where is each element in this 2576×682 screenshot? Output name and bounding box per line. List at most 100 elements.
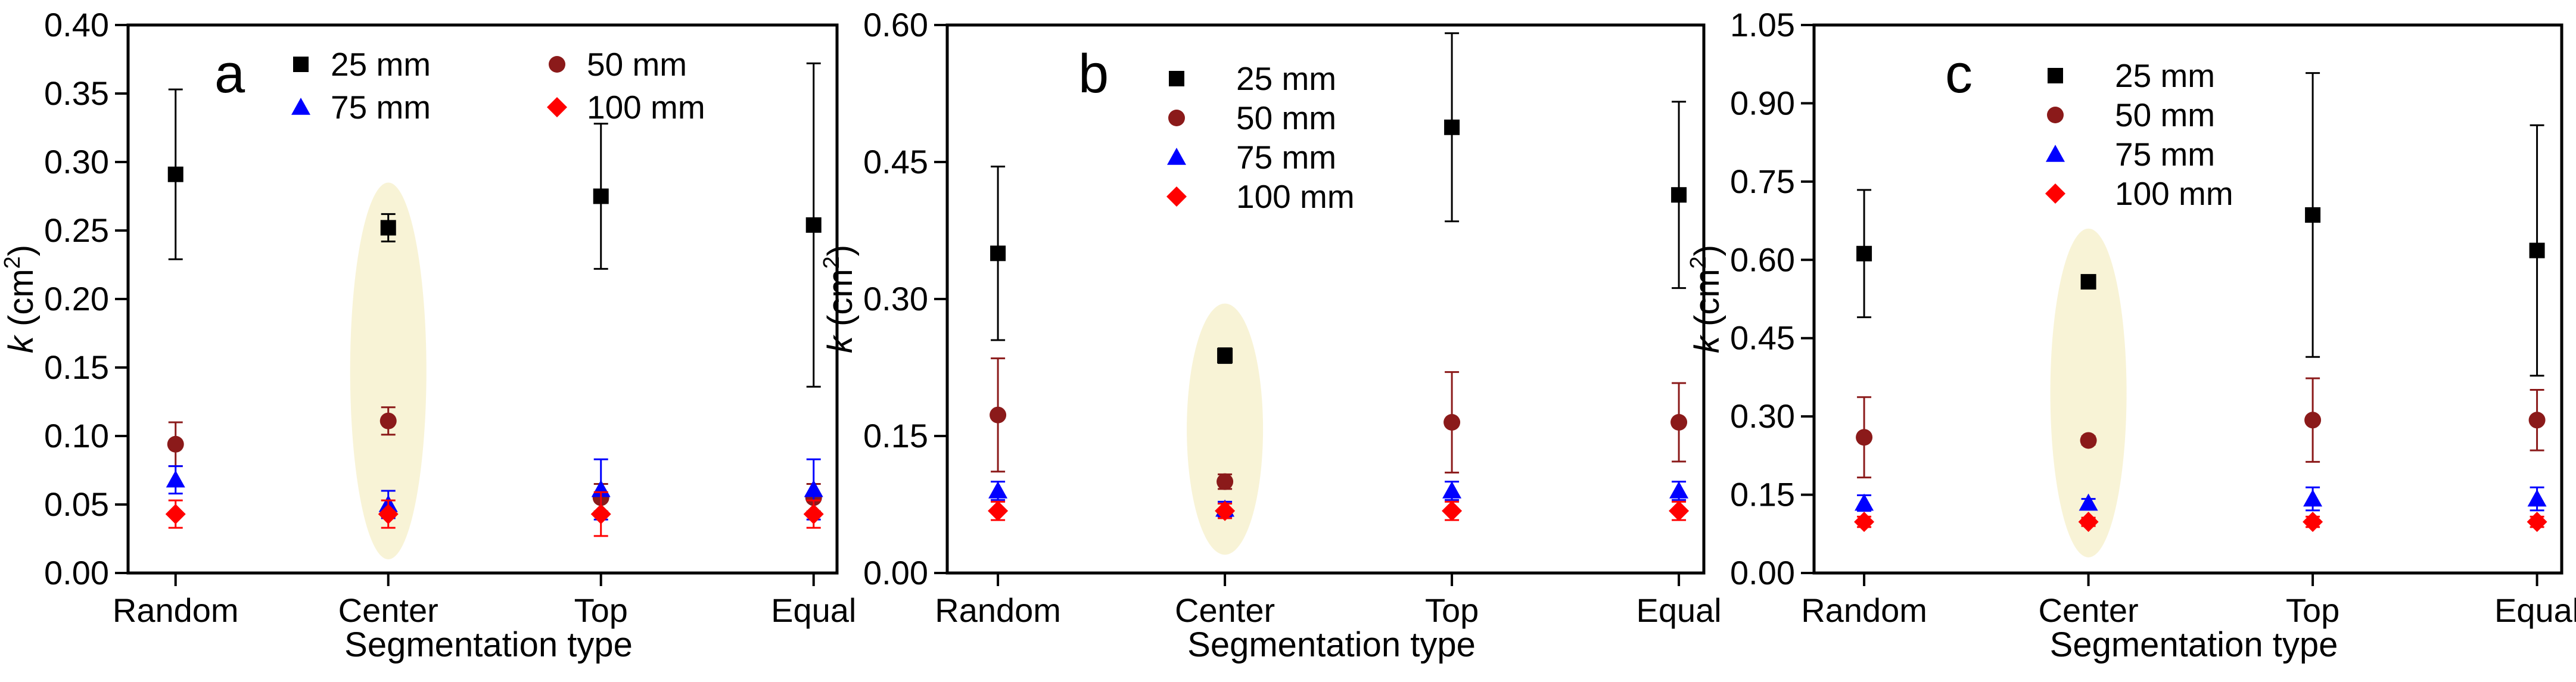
data-point	[379, 412, 397, 429]
series-50-mm	[167, 406, 822, 512]
plot-frame	[945, 23, 1706, 575]
y-tick-label: 0.15	[863, 417, 928, 454]
series-50-mm	[990, 357, 1688, 490]
y-axis-unit: (cm	[821, 269, 860, 336]
data-point	[1669, 500, 1690, 521]
data-point	[2078, 512, 2099, 532]
data-point	[1442, 481, 1462, 499]
data-point	[2304, 412, 2322, 429]
y-tick-label: 0.35	[44, 74, 109, 112]
x-tick-label-center: Center	[2039, 591, 2139, 629]
panel-label: c	[1945, 43, 1973, 104]
data-point	[167, 166, 183, 182]
legend-label: 75 mm	[2115, 136, 2215, 173]
y-axis-title: k (cm2)	[0, 245, 41, 353]
data-point	[1670, 414, 1688, 431]
x-axis-title: Segmentation type	[2050, 625, 2338, 664]
legend-marker	[291, 98, 310, 115]
x-tick-label-equal: Equal	[1636, 591, 1721, 629]
y-tick-label: 0.30	[863, 280, 928, 317]
series-75-mm	[166, 458, 823, 521]
series-50-mm	[1856, 377, 2546, 479]
series-75-mm	[988, 481, 1689, 518]
legend-label: 25 mm	[2115, 57, 2215, 94]
x-tick-label-top: Top	[574, 591, 628, 629]
data-point	[1217, 473, 1234, 490]
data-point	[804, 479, 823, 497]
data-point	[1669, 481, 1689, 499]
panel-label: b	[1078, 43, 1109, 104]
y-axis-unit-close: )	[2, 245, 41, 256]
data-point	[1217, 348, 1233, 364]
legend-label: 25 mm	[331, 46, 431, 83]
y-axis-unit-close: )	[1688, 245, 1726, 256]
y-axis-unit-sup: 2	[819, 256, 844, 269]
y-tick-label: 0.60	[1730, 241, 1795, 278]
panel-label: a	[214, 43, 245, 104]
data-point	[1855, 493, 1874, 511]
chart-panel-c: 0.00 0.15 0.30 0.45 0.60 0.75 0.90 1.05 Random Ce…	[1686, 6, 2576, 664]
y-tick-label: 0.60	[863, 6, 928, 43]
data-point	[1444, 119, 1460, 135]
legend-label: 100 mm	[1236, 178, 1355, 215]
data-point	[1442, 500, 1463, 521]
data-point	[990, 406, 1007, 423]
data-point	[2303, 512, 2323, 532]
y-tick-label: 0.00	[863, 554, 928, 591]
legend-marker	[547, 97, 567, 117]
data-point	[988, 500, 1009, 521]
data-point	[1856, 245, 1872, 261]
legend-label: 50 mm	[2115, 96, 2215, 133]
legend-marker	[2047, 107, 2064, 123]
y-axis-title: k (cm2)	[819, 245, 860, 353]
legend: 25 mm 50 mm 75 mm 100 mm	[291, 46, 705, 126]
highlight-ellipse	[2050, 228, 2127, 558]
data-point	[2528, 412, 2546, 429]
data-point	[2527, 489, 2547, 507]
legend-marker	[293, 57, 309, 72]
y-tick-label: 0.75	[1730, 163, 1795, 200]
series-100-mm	[988, 500, 1690, 521]
data-point	[1215, 500, 1236, 521]
legend-marker	[2045, 183, 2065, 204]
data-point	[380, 220, 396, 236]
y-tick-label: 0.45	[863, 143, 928, 180]
data-point	[166, 470, 185, 488]
legend-marker	[1168, 110, 1185, 126]
x-tick-label-equal: Equal	[2494, 591, 2576, 629]
data-point	[165, 504, 186, 525]
legend-marker	[2046, 145, 2065, 162]
y-axis-unit-sup: 2	[1686, 256, 1711, 269]
y-tick-label: 0.00	[1730, 554, 1795, 591]
legend-marker	[1166, 186, 1187, 207]
legend-label: 75 mm	[331, 89, 431, 126]
data-point	[1671, 187, 1687, 203]
plot-frame	[126, 23, 839, 575]
data-point	[2080, 274, 2096, 290]
data-point	[803, 504, 824, 525]
legend-label: 50 mm	[587, 46, 687, 83]
data-point	[990, 245, 1006, 261]
y-axis-symbol: k	[2, 334, 41, 353]
legend-label: 25 mm	[1236, 60, 1336, 97]
y-axis-title: k (cm2)	[1686, 245, 1726, 353]
data-point	[593, 188, 609, 204]
series-25-mm	[990, 32, 1687, 364]
highlight-ellipse	[1187, 303, 1264, 555]
series-100-mm	[1854, 512, 2547, 532]
y-axis-unit-sup: 2	[0, 256, 25, 269]
y-tick-label: 0.45	[1730, 319, 1795, 357]
chart-panel-a: 0.00 0.05 0.10 0.15 0.20 0.25 0.30 0.35 0.40 Rand…	[0, 6, 856, 664]
x-tick-label-random: Random	[1801, 591, 1927, 629]
legend-label: 75 mm	[1236, 139, 1336, 176]
legend-label: 50 mm	[1236, 99, 1336, 136]
x-tick-label-random: Random	[935, 591, 1061, 629]
data-point	[2079, 493, 2098, 511]
y-axis-unit-close: )	[821, 245, 860, 256]
data-point	[2080, 432, 2097, 449]
data-point	[1856, 429, 1873, 446]
plot-frame	[1812, 23, 2563, 575]
x-tick-label-equal: Equal	[771, 591, 856, 629]
highlight-ellipse	[350, 182, 427, 559]
